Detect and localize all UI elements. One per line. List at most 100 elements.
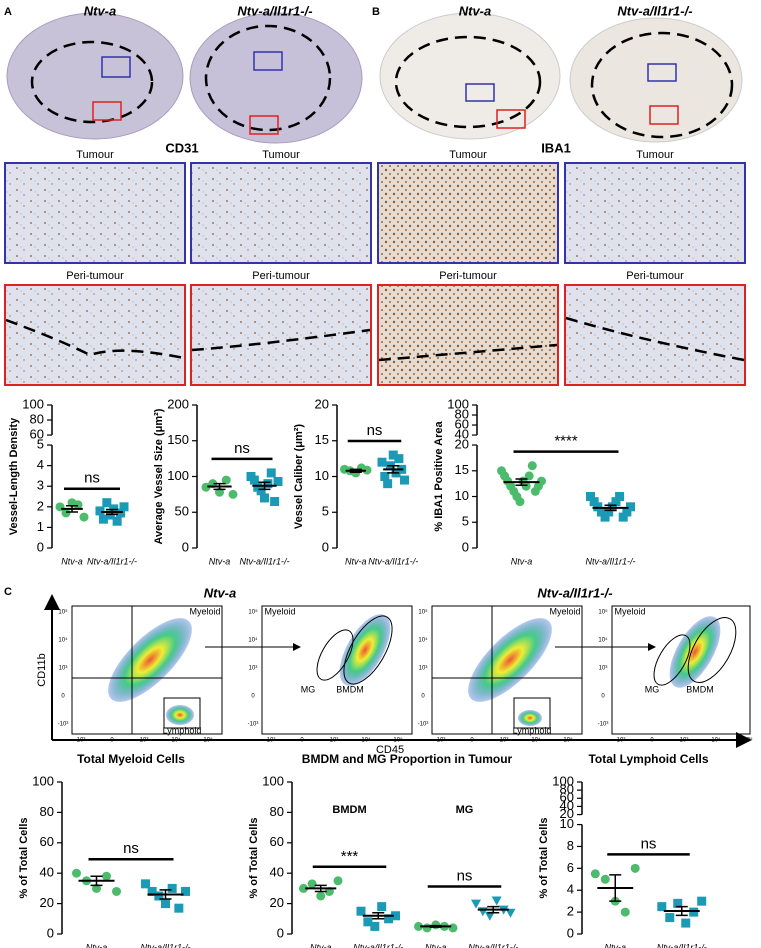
data-point	[681, 918, 691, 928]
error-bar	[314, 884, 327, 893]
y-axis-label: Vessel-Length Density	[8, 417, 20, 535]
y-tick-label: 80	[560, 782, 574, 797]
genotype-title: Ntv-a	[84, 3, 117, 18]
data-point	[515, 497, 525, 507]
y-tick-label: 150	[167, 432, 189, 447]
data-point	[400, 475, 409, 485]
y-tick-label: 20	[455, 436, 469, 451]
flow-tick: -10³	[615, 738, 626, 744]
data-point	[477, 907, 488, 917]
data-point	[333, 876, 343, 886]
error-bar	[387, 465, 400, 474]
genotype-title: Ntv-a	[204, 585, 237, 600]
gate-label: BMDM	[686, 684, 714, 694]
y-tick-label: 40	[270, 865, 284, 880]
data-point	[384, 914, 394, 924]
data-point	[615, 492, 625, 502]
data-point	[521, 481, 531, 491]
x-tick-label: Ntv-a/Il1r1-/-	[140, 942, 190, 948]
gate-label: Myeloid	[614, 606, 645, 616]
y-tick-label: 5	[322, 504, 329, 519]
flow-tick: 0	[61, 694, 65, 700]
significance-label: ns	[641, 835, 657, 852]
flow-tick: 0	[601, 694, 605, 700]
genotype-title: Ntv-a/Il1r1-/-	[537, 585, 612, 600]
region-label: Tumour	[636, 149, 674, 161]
y-tick-label: 40	[40, 865, 54, 880]
x-tick-label: Ntv-a/Il1r1-/-	[368, 556, 418, 566]
group-label: MG	[456, 804, 474, 816]
flow-tick: 10⁵	[393, 737, 403, 744]
stain-label: CD31	[165, 140, 198, 155]
data-point	[221, 475, 231, 485]
data-point	[604, 507, 614, 517]
y-tick-label: 15	[315, 432, 329, 447]
region-label: Peri-tumour	[252, 270, 310, 282]
data-point	[299, 883, 308, 893]
data-point	[102, 871, 111, 881]
y-tick-label: 10	[315, 468, 329, 483]
x-tick-label: Ntv-a/Il1r1-/-	[239, 556, 289, 566]
data-point	[119, 502, 129, 512]
x-tick-label: Ntv-a	[61, 556, 83, 566]
data-point	[228, 489, 238, 499]
x-tick-label: Ntv-a/Il1r1-/-	[468, 942, 518, 948]
data-point	[383, 479, 393, 489]
y-tick-label: 60	[560, 790, 574, 805]
y-tick-label: 100	[167, 468, 189, 483]
y-tick-label: 8	[567, 838, 574, 853]
significance-label: ****	[554, 433, 578, 450]
y-tick-label: 50	[175, 504, 189, 519]
data-point	[448, 923, 458, 933]
region-label: Tumour	[76, 149, 114, 161]
y-axis-label: % of Total Cells	[538, 817, 550, 898]
data-point	[600, 512, 610, 522]
flow-tick: 10⁴	[361, 737, 371, 744]
region-label: Tumour	[262, 149, 300, 161]
flow-tick: 0	[421, 694, 425, 700]
y-tick-label: 10	[455, 488, 469, 503]
x-tick-label: Ntv-a/Il1r1-/-	[657, 942, 707, 948]
y-tick-label: 2	[567, 904, 574, 919]
error-bar	[372, 911, 385, 920]
y-tick-label: 4	[37, 457, 44, 472]
gate-label: BMDM	[336, 684, 364, 694]
x-tick-label: Ntv-a/Il1r1-/-	[585, 556, 635, 566]
data-point	[586, 492, 595, 502]
y-tick-label: 1	[37, 519, 44, 534]
data-point	[112, 886, 121, 896]
y-tick-label: 20	[560, 806, 574, 821]
data-point	[626, 502, 635, 512]
data-point	[102, 498, 112, 508]
flow-tick: -10³	[75, 738, 86, 744]
y-axis-label: % of Total Cells	[248, 817, 260, 898]
data-point	[657, 902, 667, 912]
y-tick-label: 0	[182, 539, 189, 554]
y-tick-label: 200	[167, 396, 189, 411]
flow-tick: -10³	[265, 738, 276, 744]
flow-tick: 10³	[59, 666, 68, 672]
flow-tick: 10⁴	[171, 737, 181, 744]
gate-label: Lymphoid	[513, 725, 552, 735]
flow-tick: -10³	[418, 722, 429, 728]
chart-title: BMDM and MG Proportion in Tumour	[302, 752, 513, 766]
flow-tick: 0	[300, 738, 304, 744]
gate-label: Myeloid	[264, 606, 295, 616]
error-bar	[609, 874, 622, 902]
data-point	[484, 911, 495, 921]
error-bar	[604, 504, 617, 512]
data-point	[422, 923, 432, 933]
flow-tick: 10⁴	[58, 637, 68, 644]
data-point	[673, 898, 683, 908]
flow-tick: -10³	[598, 722, 609, 728]
data-point	[266, 468, 276, 478]
y-tick-label: 100	[262, 773, 284, 788]
data-point	[377, 457, 387, 467]
data-point	[363, 917, 373, 927]
y-tick-label: 20	[270, 895, 284, 910]
flow-tick: 0	[470, 738, 474, 744]
data-point	[61, 508, 71, 518]
x-tick-label: Ntv-a	[425, 942, 447, 948]
data-point	[256, 486, 266, 496]
